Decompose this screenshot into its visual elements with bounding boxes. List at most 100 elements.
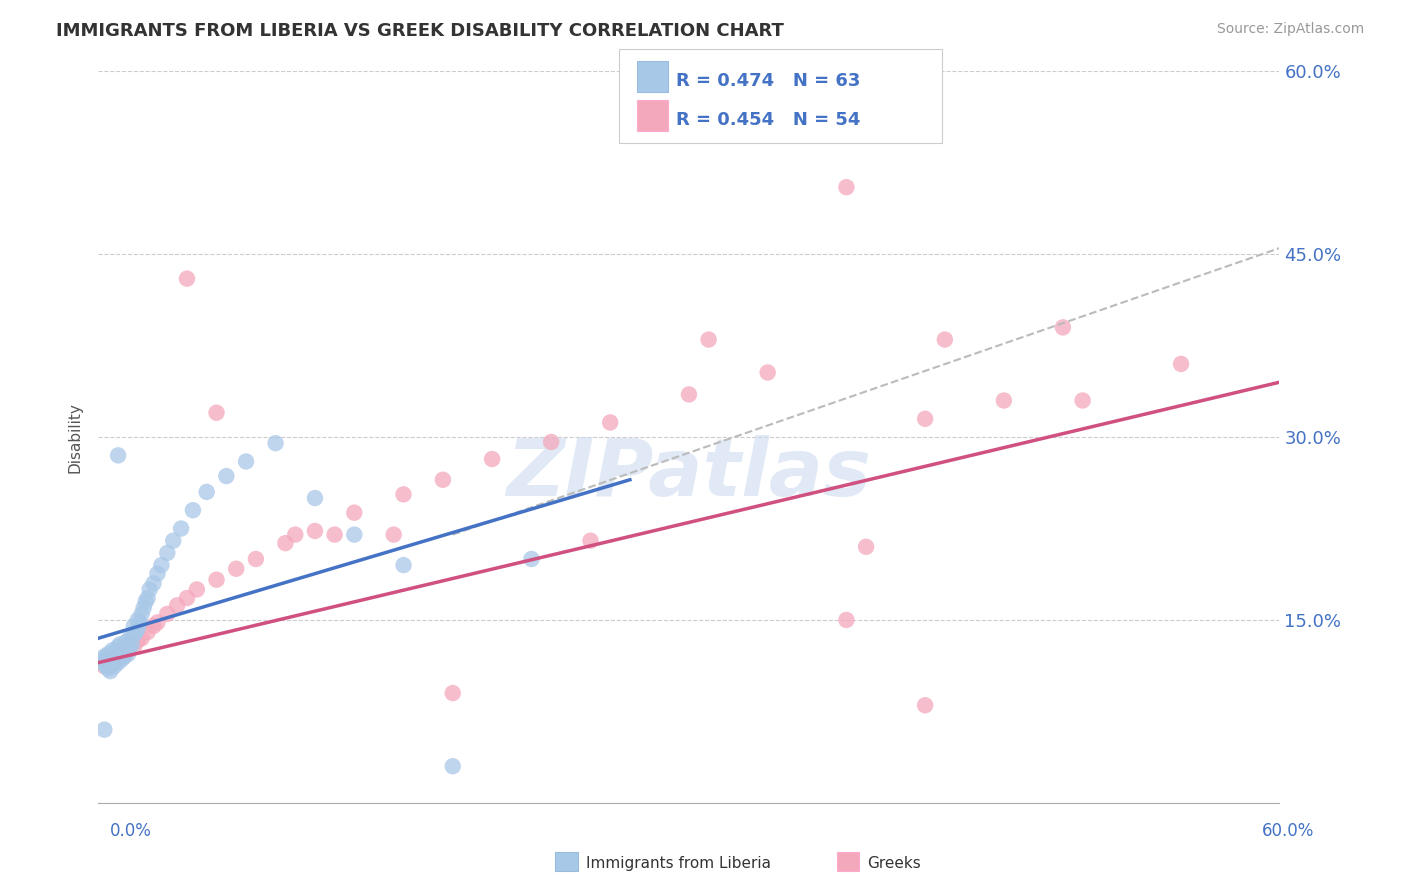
Point xyxy=(97,656,120,670)
Point xyxy=(136,591,159,605)
Point xyxy=(101,643,124,657)
Point xyxy=(91,656,114,670)
Point xyxy=(181,503,204,517)
Point xyxy=(205,573,228,587)
Point xyxy=(914,412,936,426)
Text: Greeks: Greeks xyxy=(868,856,921,871)
Point xyxy=(284,527,307,541)
Text: ZIPatlas: ZIPatlas xyxy=(506,434,872,513)
Point xyxy=(117,647,139,661)
Point xyxy=(1052,320,1074,334)
Text: 0.0%: 0.0% xyxy=(110,822,152,839)
Point xyxy=(162,533,184,548)
Point xyxy=(111,652,134,666)
Point xyxy=(756,366,779,380)
Point xyxy=(131,607,153,621)
Point xyxy=(107,448,129,462)
Point xyxy=(481,452,503,467)
Point xyxy=(105,656,128,670)
Point xyxy=(186,582,208,597)
Point xyxy=(176,591,198,605)
Point xyxy=(142,576,165,591)
Point xyxy=(98,658,121,673)
Point xyxy=(118,632,141,646)
Point xyxy=(112,649,135,664)
Text: Immigrants from Liberia: Immigrants from Liberia xyxy=(586,856,772,871)
Point xyxy=(96,653,118,667)
Point xyxy=(128,615,150,630)
Text: R = 0.454   N = 54: R = 0.454 N = 54 xyxy=(676,111,860,128)
Point xyxy=(392,487,415,501)
Point xyxy=(93,723,115,737)
Point xyxy=(98,658,121,673)
Point xyxy=(108,647,131,661)
Point xyxy=(540,434,562,449)
Point xyxy=(343,527,366,541)
Point xyxy=(108,637,131,651)
Point xyxy=(108,647,131,661)
Point xyxy=(93,652,115,666)
Point xyxy=(122,640,145,654)
Point xyxy=(579,533,602,548)
Point xyxy=(101,654,124,668)
Point xyxy=(115,643,138,657)
Point xyxy=(136,625,159,640)
Point xyxy=(156,546,179,560)
Point xyxy=(105,652,128,666)
Point xyxy=(127,633,149,648)
Point xyxy=(170,521,193,535)
Point xyxy=(215,469,238,483)
Point xyxy=(111,643,134,657)
Point xyxy=(96,656,118,670)
Point xyxy=(132,600,155,615)
Point xyxy=(97,662,120,676)
Point xyxy=(142,619,165,633)
Point xyxy=(93,659,115,673)
Point xyxy=(382,527,405,541)
Point xyxy=(122,627,145,641)
Text: 60.0%: 60.0% xyxy=(1263,822,1315,839)
Point xyxy=(225,562,247,576)
Point xyxy=(118,640,141,654)
Point xyxy=(264,436,287,450)
Point xyxy=(520,552,543,566)
Point xyxy=(835,180,858,194)
Point xyxy=(107,652,129,666)
Point xyxy=(115,635,138,649)
Point xyxy=(103,649,125,664)
Point xyxy=(166,599,188,613)
Point xyxy=(195,485,218,500)
Point xyxy=(101,652,124,666)
Point xyxy=(112,649,135,664)
Point xyxy=(118,637,141,651)
Text: R = 0.474   N = 63: R = 0.474 N = 63 xyxy=(676,71,860,89)
Point xyxy=(117,637,139,651)
Point xyxy=(127,622,149,636)
Point xyxy=(125,625,148,640)
Point xyxy=(97,647,120,661)
Point xyxy=(127,613,149,627)
Point xyxy=(117,643,139,657)
Point xyxy=(678,387,700,401)
Point xyxy=(697,333,720,347)
Point xyxy=(138,582,160,597)
Point xyxy=(914,698,936,713)
Point xyxy=(441,759,464,773)
Point xyxy=(235,454,257,468)
Point xyxy=(432,473,454,487)
Point xyxy=(105,643,128,657)
Point xyxy=(107,640,129,654)
Point xyxy=(93,649,115,664)
Point xyxy=(96,659,118,673)
Point xyxy=(934,333,956,347)
Point xyxy=(103,654,125,668)
Point xyxy=(150,558,173,573)
Point xyxy=(993,393,1015,408)
Point xyxy=(599,416,621,430)
Point xyxy=(392,558,415,573)
Point xyxy=(205,406,228,420)
Point xyxy=(122,619,145,633)
Point xyxy=(135,594,157,608)
Point xyxy=(146,566,169,581)
Text: Source: ZipAtlas.com: Source: ZipAtlas.com xyxy=(1216,22,1364,37)
